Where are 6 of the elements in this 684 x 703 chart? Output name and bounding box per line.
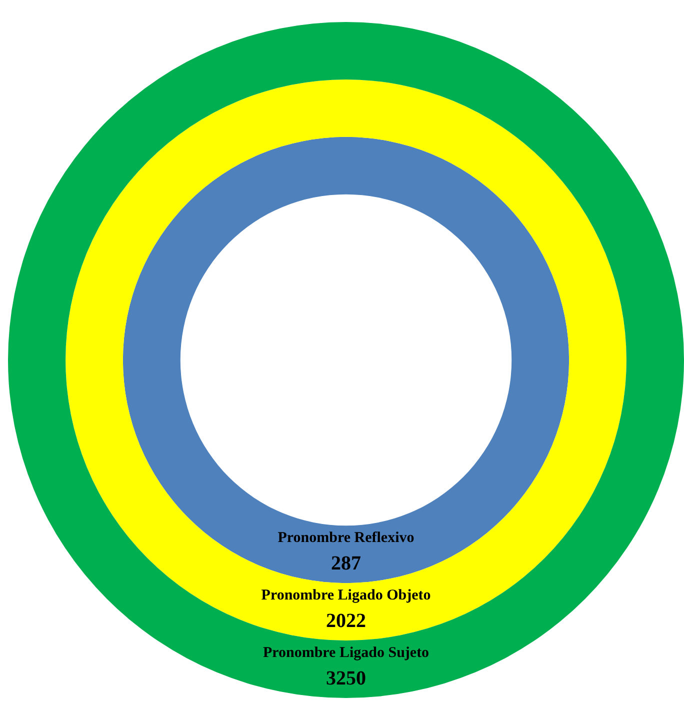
- category-label: Pronombre Ligado Objeto: [261, 588, 431, 604]
- category-label: Pronombre Ligado Sujeto: [262, 645, 430, 662]
- data-label: 3250: [326, 667, 366, 690]
- data-label: 2022: [326, 610, 366, 632]
- category-label: Pronombre Reflexivo: [278, 530, 414, 546]
- data-label: 287: [331, 552, 361, 575]
